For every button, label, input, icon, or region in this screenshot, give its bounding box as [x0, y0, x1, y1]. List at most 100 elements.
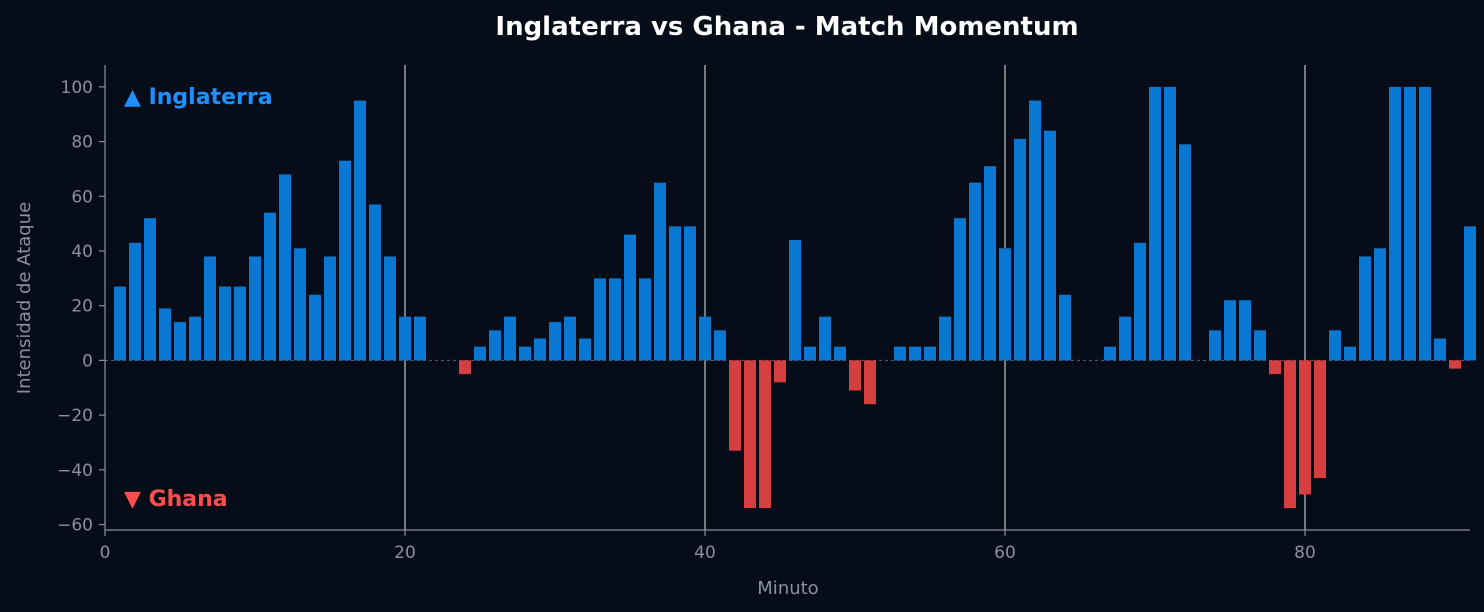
y-tick-label: 0 [82, 351, 93, 371]
bar [609, 278, 621, 361]
bar [639, 278, 651, 361]
bar [909, 346, 921, 361]
x-tick-label: 0 [100, 543, 111, 563]
bar [1419, 86, 1431, 361]
y-tick-label: 60 [71, 187, 93, 207]
bar [1179, 144, 1191, 361]
bar [1374, 248, 1386, 361]
x-tick-label: 60 [994, 543, 1016, 563]
x-axis-ticks: 0 20 40 60 80 [100, 530, 1316, 563]
bar [204, 256, 216, 361]
bar [1224, 300, 1236, 361]
bar [1269, 360, 1281, 375]
bar [534, 338, 546, 361]
bar [309, 294, 321, 361]
bar [729, 360, 741, 451]
bar [849, 360, 861, 391]
bar [1119, 316, 1131, 361]
bar [459, 360, 471, 375]
bar [339, 160, 351, 361]
y-axis-label: Intensidad de Ataque [14, 202, 35, 394]
bar [1254, 330, 1266, 361]
bar [354, 100, 366, 361]
x-tick-label: 40 [694, 543, 716, 563]
bar [669, 226, 681, 361]
bar [159, 308, 171, 361]
bar [1239, 300, 1251, 361]
bar [504, 316, 516, 361]
bar [684, 226, 696, 361]
bar [489, 330, 501, 361]
bar [264, 212, 276, 361]
bars [114, 86, 1476, 509]
bar [924, 346, 936, 361]
bar [969, 182, 981, 361]
bar [399, 316, 411, 361]
bar [714, 330, 726, 361]
bar [744, 360, 756, 509]
bar [594, 278, 606, 361]
bar [369, 204, 381, 361]
y-tick-label: 100 [61, 78, 93, 98]
bar [174, 322, 186, 361]
bar [129, 242, 141, 361]
x-tick-label: 20 [394, 543, 416, 563]
y-tick-label: −40 [57, 461, 93, 481]
bar [1149, 86, 1161, 361]
bar [114, 286, 126, 361]
bar [759, 360, 771, 509]
bar [834, 346, 846, 361]
bar [789, 240, 801, 361]
bar [1404, 86, 1416, 361]
bar [1359, 256, 1371, 361]
bar [324, 256, 336, 361]
y-tick-label: −60 [57, 516, 93, 536]
bar [279, 174, 291, 361]
bar [294, 248, 306, 361]
bar [549, 322, 561, 361]
team-label-inglaterra: ▲ Inglaterra [124, 85, 273, 110]
bar [1299, 360, 1311, 495]
bar [699, 316, 711, 361]
bar [1284, 360, 1296, 509]
bar [189, 316, 201, 361]
bar [1434, 338, 1446, 361]
bar [894, 346, 906, 361]
bar [939, 316, 951, 361]
bar [1029, 100, 1041, 361]
bar [1314, 360, 1326, 479]
bar [1134, 242, 1146, 361]
y-tick-label: 20 [71, 297, 93, 317]
y-tick-label: 40 [71, 242, 93, 262]
bar [1344, 346, 1356, 361]
bar [579, 338, 591, 361]
bar [1164, 86, 1176, 361]
team-label-ghana: ▼ Ghana [124, 487, 228, 512]
bar [144, 218, 156, 361]
bar [249, 256, 261, 361]
bar [1104, 346, 1116, 361]
y-axis-ticks: −60 −40 −20 0 20 40 60 80 100 [57, 78, 105, 536]
bar [474, 346, 486, 361]
chart-title: Inglaterra vs Ghana - Match Momentum [495, 12, 1078, 42]
bar [1209, 330, 1221, 361]
bar [999, 248, 1011, 361]
bar [984, 166, 996, 361]
bar [1464, 226, 1476, 361]
bar [1044, 130, 1056, 361]
bar [624, 234, 636, 361]
bar [654, 182, 666, 361]
bar [954, 218, 966, 361]
bar [1014, 138, 1026, 361]
y-tick-label: −20 [57, 406, 93, 426]
bar [234, 286, 246, 361]
bar [219, 286, 231, 361]
bar [819, 316, 831, 361]
bar [804, 346, 816, 361]
bar [1329, 330, 1341, 361]
bar [564, 316, 576, 361]
bar [519, 346, 531, 361]
bar [1389, 86, 1401, 361]
